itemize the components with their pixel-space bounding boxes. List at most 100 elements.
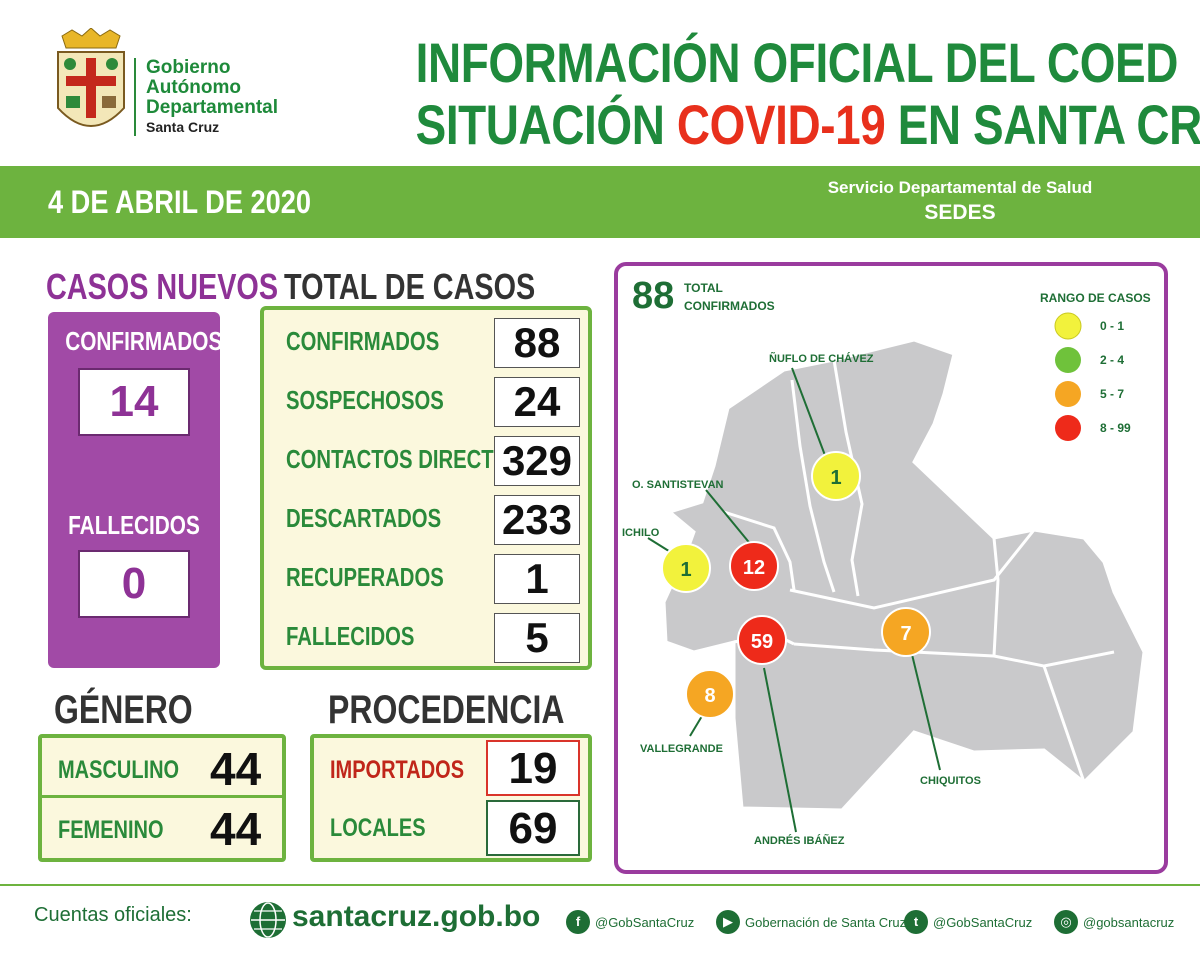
legend-title: RANGO DE CASOS xyxy=(1040,291,1151,305)
total-row-value: 1 xyxy=(494,554,580,604)
map-total-label-2: CONFIRMADOS xyxy=(684,299,775,313)
twitter-link[interactable]: t @GobSantaCruz xyxy=(904,908,1032,936)
footer-divider xyxy=(0,884,1200,886)
total-row-value: 88 xyxy=(494,318,580,368)
total-row-label: FALLECIDOS xyxy=(286,621,415,651)
province-label: CHIQUITOS xyxy=(920,775,981,787)
legend-swatch xyxy=(1055,381,1081,407)
legend-swatch xyxy=(1054,312,1082,340)
new-deaths-value: 0 xyxy=(78,550,190,618)
organization-name: Gobierno Autónomo Departamental Santa Cr… xyxy=(134,58,278,136)
legend-range: 0 - 1 xyxy=(1100,319,1124,333)
title-part-a: SITUACIÓN xyxy=(415,93,677,156)
imported-label: IMPORTADOS xyxy=(330,756,465,784)
new-confirmed-label: CONFIRMADOS xyxy=(65,326,223,356)
map-total-label-1: TOTAL xyxy=(684,281,723,295)
total-row-value: 24 xyxy=(494,377,580,427)
procedencia-heading: PROCEDENCIA xyxy=(328,688,565,732)
org-line-1: Gobierno xyxy=(146,57,231,78)
org-line-2: Autónomo xyxy=(146,77,241,98)
globe-icon xyxy=(250,902,286,938)
total-row: FALLECIDOS 5 xyxy=(264,607,588,665)
coat-of-arms-logo xyxy=(57,28,125,127)
santa-cruz-map: 88 TOTAL CONFIRMADOS RANGO DE CASOS 0 - … xyxy=(622,275,1151,847)
instagram-link[interactable]: ◎ @gobsantacruz xyxy=(1054,908,1174,936)
province-cases: 59 xyxy=(751,631,773,653)
youtube-link[interactable]: ▶ Gobernación de Santa Cruz xyxy=(716,908,906,936)
casos-nuevos-heading: CASOS NUEVOS xyxy=(46,266,279,307)
service-acronym: SEDES xyxy=(924,201,996,224)
province-cases: 7 xyxy=(900,623,911,645)
title-part-c: EN SANTA CRUZ xyxy=(897,93,1200,156)
province-o-santistevan: 12 O. SANTISTEVAN xyxy=(632,479,779,591)
main-title-line-1: INFORMACIÓN OFICIAL DEL COED xyxy=(415,31,1179,94)
province-bubble xyxy=(881,607,931,657)
province-label: O. SANTISTEVAN xyxy=(632,479,724,491)
imported-value: 19 xyxy=(486,740,580,796)
instagram-icon: ◎ xyxy=(1054,910,1078,934)
province-nuflo-de-chavez: 1 ÑUFLO DE CHÁVEZ xyxy=(769,352,874,501)
facebook-icon: f xyxy=(566,910,590,934)
total-row: DESCARTADOS 233 xyxy=(264,489,588,547)
service-name: Servicio Departamental de Salud xyxy=(827,178,1093,197)
total-row-label: CONTACTOS DIRECTOS xyxy=(286,444,523,474)
legend-range: 8 - 99 xyxy=(1100,421,1131,435)
province-cases: 12 xyxy=(743,557,765,579)
title-covid-highlight: COVID-19 xyxy=(676,93,886,156)
twitter-handle: @GobSantaCruz xyxy=(933,914,1033,930)
province-bubble xyxy=(737,615,787,665)
total-row: RECUPERADOS 1 xyxy=(264,548,588,606)
total-row-label: SOSPECHOSOS xyxy=(286,385,444,415)
total-row-value: 233 xyxy=(494,495,580,545)
legend-swatch xyxy=(1055,347,1081,373)
total-row: SOSPECHOSOS 24 xyxy=(264,371,588,429)
new-deaths-label: FALLECIDOS xyxy=(68,510,200,540)
legend-range: 2 - 4 xyxy=(1100,353,1124,367)
official-accounts-label: Cuentas oficiales: xyxy=(34,904,192,926)
total-row: CONFIRMADOS 88 xyxy=(264,312,588,370)
twitter-icon: t xyxy=(904,910,928,934)
province-label: ICHILO xyxy=(622,527,660,539)
province-bubble xyxy=(685,669,735,719)
gender-value: 44 xyxy=(210,803,262,855)
org-line-4: Santa Cruz xyxy=(146,119,220,135)
procedencia-panel: IMPORTADOS 19 LOCALES 69 xyxy=(310,734,592,862)
province-andres-ibanez: 59 ANDRÉS IBÁÑEZ xyxy=(737,615,845,847)
total-row-label: RECUPERADOS xyxy=(286,562,444,592)
genero-panel: MASCULINO 44 FEMENINO 44 xyxy=(38,734,286,862)
province-label: ÑUFLO DE CHÁVEZ xyxy=(769,352,874,365)
new-confirmed-value: 14 xyxy=(78,368,190,436)
province-label: ANDRÉS IBÁÑEZ xyxy=(754,834,845,847)
local-label: LOCALES xyxy=(330,814,426,842)
facebook-link[interactable]: f @GobSantaCruz xyxy=(566,908,694,936)
facebook-handle: @GobSantaCruz xyxy=(595,914,695,930)
province-boundaries xyxy=(723,359,1115,783)
legend-entries: 0 - 1 2 - 4 5 - 7 8 - 99 xyxy=(1054,312,1131,441)
total-casos-heading: TOTAL DE CASOS xyxy=(284,266,536,307)
local-value: 69 xyxy=(486,800,580,856)
gender-label: FEMENINO xyxy=(58,816,164,844)
province-ichilo: 1 ICHILO xyxy=(622,527,711,593)
province-cases: 1 xyxy=(830,467,841,489)
website-link[interactable]: santacruz.gob.bo xyxy=(292,900,541,933)
province-bubble xyxy=(661,543,711,593)
casos-nuevos-panel: CONFIRMADOS 14 FALLECIDOS 0 xyxy=(48,312,223,668)
legend-range: 5 - 7 xyxy=(1100,387,1124,401)
main-title-line-2: SITUACIÓN COVID-19 EN SANTA CRUZ xyxy=(415,92,1200,157)
total-row: CONTACTOS DIRECTOS 329 xyxy=(264,430,588,488)
gender-value: 44 xyxy=(210,743,262,795)
gender-label: MASCULINO xyxy=(58,756,180,784)
genero-heading: GÉNERO xyxy=(54,688,193,732)
province-vallegrande: 8 VALLEGRANDE xyxy=(640,669,735,755)
total-row-value: 5 xyxy=(494,613,580,663)
youtube-handle: Gobernación de Santa Cruz xyxy=(745,914,907,930)
map-total-value: 88 xyxy=(632,275,674,317)
province-cases: 1 xyxy=(680,559,691,581)
legend-swatch xyxy=(1055,415,1081,441)
youtube-icon: ▶ xyxy=(716,910,740,934)
province-bubble xyxy=(811,451,861,501)
total-casos-panel: CONFIRMADOS 88 SOSPECHOSOS 24 CONTACTOS … xyxy=(260,306,592,670)
org-line-3: Departamental xyxy=(146,97,278,118)
date-banner xyxy=(0,166,1200,238)
report-date: 4 DE ABRIL DE 2020 xyxy=(48,184,312,220)
